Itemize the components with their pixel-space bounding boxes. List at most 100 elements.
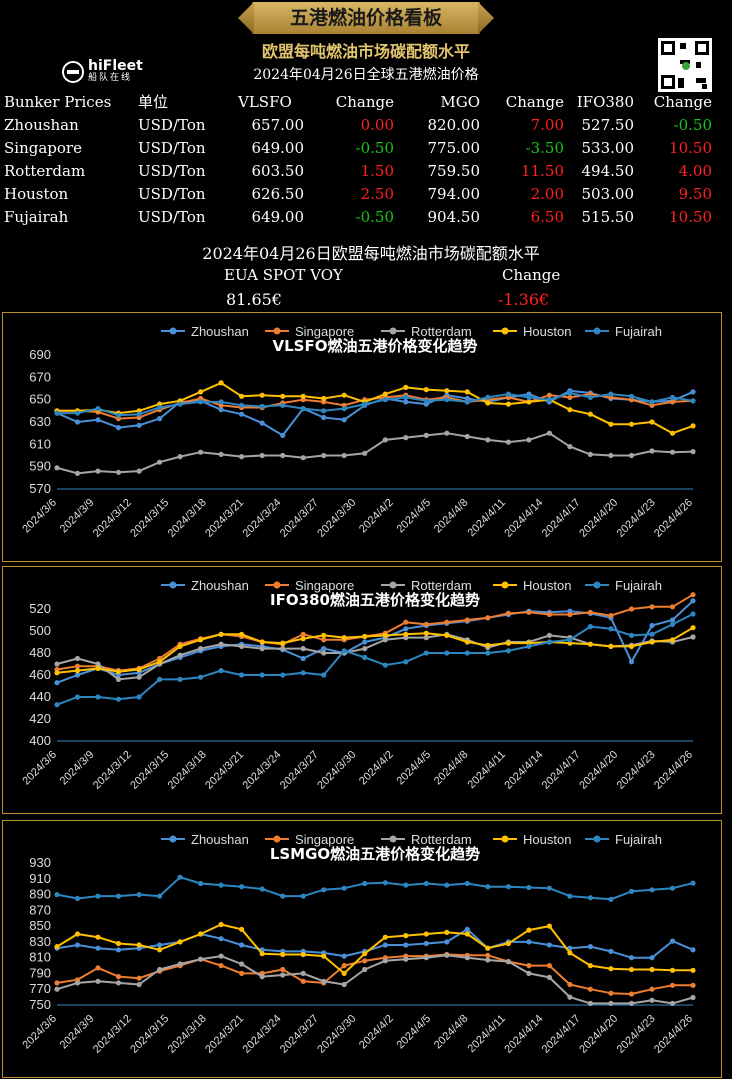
series-fujairah bbox=[54, 390, 696, 418]
data-point bbox=[321, 672, 327, 678]
legend-item: Singapore bbox=[265, 832, 354, 847]
table-cell: Zhoushan bbox=[4, 115, 79, 134]
x-tick-label: 2024/4/17 bbox=[540, 497, 583, 540]
legend-label: Fujairah bbox=[615, 324, 662, 339]
legend-label: Houston bbox=[523, 578, 571, 593]
data-point bbox=[341, 885, 347, 891]
data-point bbox=[198, 931, 204, 937]
legend-item: Singapore bbox=[265, 578, 354, 593]
data-point bbox=[115, 412, 122, 418]
data-point bbox=[239, 926, 245, 932]
data-point bbox=[403, 394, 409, 400]
data-point bbox=[628, 888, 635, 894]
data-point bbox=[649, 622, 655, 629]
data-point bbox=[95, 665, 101, 671]
data-point bbox=[321, 650, 327, 656]
table-cell: 603.50 bbox=[251, 161, 305, 180]
data-point bbox=[608, 896, 614, 902]
header-cell: 单位 bbox=[138, 93, 169, 111]
data-point bbox=[136, 422, 142, 428]
data-point bbox=[136, 975, 142, 981]
x-tick-label: 2024/3/30 bbox=[315, 749, 358, 792]
series-rotterdam bbox=[54, 430, 696, 476]
data-point bbox=[239, 884, 245, 890]
change-cell: -0.50 bbox=[673, 115, 712, 134]
x-tick-label: 2024/3/6 bbox=[20, 497, 59, 536]
change-cell: 2.00 bbox=[530, 184, 564, 203]
header-banner: 五港燃油价格看板 bbox=[252, 2, 480, 34]
y-tick-label: 590 bbox=[29, 459, 51, 474]
data-point bbox=[546, 611, 553, 618]
data-point bbox=[280, 393, 286, 399]
data-point bbox=[95, 945, 101, 951]
data-point bbox=[444, 650, 450, 656]
change-cell: -3.50 bbox=[525, 138, 564, 157]
x-tick-label: 2024/4/2 bbox=[357, 1013, 396, 1052]
legend-label: Houston bbox=[523, 832, 571, 847]
legend-marker bbox=[501, 327, 509, 335]
data-point bbox=[280, 432, 286, 438]
data-point bbox=[628, 966, 635, 973]
data-point bbox=[608, 391, 614, 397]
legend-item: Rotterdam bbox=[381, 832, 472, 847]
x-tick-label: 2024/3/18 bbox=[166, 749, 209, 792]
data-point bbox=[382, 662, 388, 668]
data-point bbox=[321, 887, 327, 893]
data-point bbox=[198, 449, 204, 455]
y-tick-label: 890 bbox=[29, 887, 51, 902]
change-cell: 0.00 bbox=[360, 115, 394, 134]
data-point bbox=[136, 666, 142, 673]
y-tick-label: 630 bbox=[29, 414, 51, 429]
data-point bbox=[403, 435, 409, 441]
data-point bbox=[423, 940, 429, 947]
data-point bbox=[649, 448, 655, 454]
data-point bbox=[382, 397, 388, 403]
data-point bbox=[198, 637, 204, 643]
data-point bbox=[505, 884, 511, 890]
data-point bbox=[567, 407, 573, 413]
data-point bbox=[546, 392, 553, 398]
data-point bbox=[177, 961, 183, 967]
series-fujairah bbox=[54, 611, 696, 708]
y-tick-label: 440 bbox=[29, 689, 51, 704]
data-point bbox=[280, 402, 286, 408]
vlsfo-chart-panel: Zhoushan Singapore Rotterdam Houston Fujaira… bbox=[2, 312, 722, 562]
ifo380-chart-panel: Zhoushan Singapore Rotterdam Houston Fujaira… bbox=[2, 566, 722, 814]
data-point bbox=[382, 637, 388, 643]
data-point bbox=[362, 880, 368, 887]
data-point bbox=[157, 942, 163, 948]
change-cell: 10.50 bbox=[669, 138, 712, 157]
data-point bbox=[587, 394, 594, 400]
data-point bbox=[362, 654, 368, 660]
legend-item: Zhoushan bbox=[161, 832, 249, 847]
data-point bbox=[690, 982, 696, 988]
y-tick-label: 500 bbox=[29, 623, 51, 638]
data-point bbox=[321, 978, 327, 984]
data-point bbox=[485, 884, 491, 890]
data-point bbox=[690, 611, 696, 617]
y-tick-label: 750 bbox=[29, 997, 51, 1012]
series-line bbox=[56, 432, 694, 475]
data-point bbox=[157, 676, 163, 682]
data-point bbox=[485, 437, 491, 443]
data-point bbox=[403, 942, 409, 948]
data-point bbox=[239, 631, 245, 637]
x-tick-label: 2024/4/20 bbox=[577, 749, 620, 792]
data-point bbox=[382, 942, 388, 948]
data-point bbox=[690, 592, 696, 598]
x-tick-label: 2024/3/12 bbox=[91, 497, 134, 540]
data-point bbox=[321, 452, 327, 459]
y-tick-label: 480 bbox=[29, 645, 51, 660]
legend-label: Zhoushan bbox=[191, 324, 249, 339]
header-cell: Change bbox=[653, 92, 712, 111]
table-cell: USD/Ton bbox=[138, 138, 206, 157]
data-point bbox=[239, 411, 245, 417]
data-point bbox=[54, 410, 60, 416]
x-tick-label: 2024/3/27 bbox=[278, 749, 321, 792]
x-tick-label: 2024/4/5 bbox=[394, 497, 433, 536]
data-point bbox=[218, 380, 224, 386]
x-tick-label: 2024/3/24 bbox=[241, 1013, 284, 1056]
table-cell: USD/Ton bbox=[138, 207, 206, 226]
x-tick-label: 2024/3/27 bbox=[278, 1013, 321, 1056]
data-point bbox=[444, 388, 450, 394]
